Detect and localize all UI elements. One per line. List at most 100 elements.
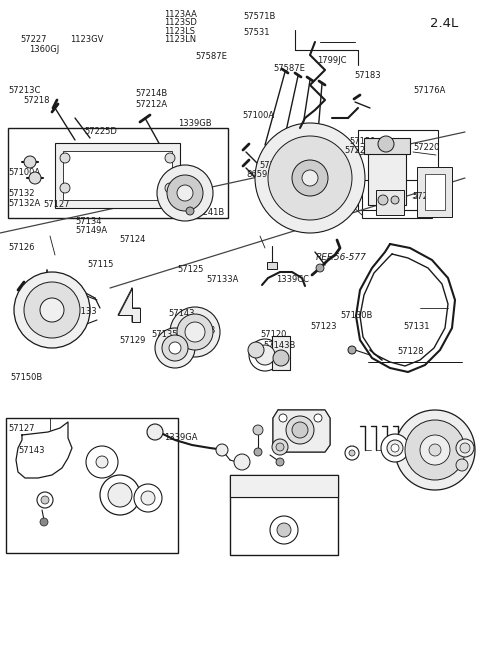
Text: 57128: 57128 — [397, 346, 424, 356]
Circle shape — [456, 439, 474, 457]
Bar — [425, 174, 445, 210]
Circle shape — [24, 156, 36, 168]
Circle shape — [316, 264, 324, 272]
Circle shape — [216, 444, 228, 456]
Text: 57131: 57131 — [403, 322, 430, 331]
Text: 57218: 57218 — [23, 96, 49, 105]
Text: 57143: 57143 — [168, 309, 194, 318]
Text: 57227: 57227 — [20, 35, 47, 44]
Bar — [368, 150, 406, 205]
Text: 57129: 57129 — [119, 336, 145, 345]
Circle shape — [253, 425, 263, 435]
Text: 57132A: 57132A — [9, 198, 41, 208]
Text: 1123GV: 1123GV — [70, 35, 103, 44]
Text: 1123AA: 1123AA — [164, 10, 197, 19]
Circle shape — [277, 523, 291, 537]
Text: 57133: 57133 — [71, 307, 97, 316]
Circle shape — [86, 446, 118, 478]
Text: 57224A: 57224A — [345, 146, 377, 155]
Text: 57127: 57127 — [9, 424, 35, 433]
Circle shape — [60, 153, 70, 163]
Circle shape — [286, 416, 314, 444]
Circle shape — [147, 424, 163, 440]
Text: 1339GB: 1339GB — [179, 119, 212, 128]
Circle shape — [254, 448, 262, 456]
Circle shape — [391, 444, 399, 452]
Text: 2.4L: 2.4L — [430, 17, 458, 30]
Text: 57100A: 57100A — [242, 111, 275, 120]
Circle shape — [14, 272, 90, 348]
Text: 1123AZ: 1123AZ — [180, 188, 213, 197]
Circle shape — [155, 328, 195, 368]
Circle shape — [177, 314, 213, 350]
Text: 57132: 57132 — [9, 189, 35, 198]
Circle shape — [429, 444, 441, 456]
Circle shape — [314, 414, 322, 422]
Circle shape — [37, 492, 53, 508]
Bar — [63, 151, 172, 200]
Text: 1123LS: 1123LS — [164, 27, 195, 36]
Circle shape — [391, 196, 399, 204]
Text: 1123LN: 1123LN — [164, 35, 196, 45]
Bar — [364, 138, 410, 154]
Circle shape — [248, 342, 264, 358]
Bar — [230, 475, 338, 555]
Text: 57587E: 57587E — [196, 52, 228, 61]
Text: 1339CC: 1339CC — [276, 275, 309, 284]
Circle shape — [270, 516, 298, 544]
Circle shape — [167, 175, 203, 211]
Text: 57265: 57265 — [121, 181, 148, 191]
Text: 1339GA: 1339GA — [164, 433, 198, 442]
Text: 57123: 57123 — [311, 322, 337, 331]
Bar — [272, 336, 290, 370]
Circle shape — [234, 454, 250, 470]
Text: 57130B: 57130B — [341, 311, 373, 320]
Circle shape — [96, 456, 108, 468]
Circle shape — [100, 475, 140, 515]
Circle shape — [276, 458, 284, 466]
Text: 57220: 57220 — [414, 143, 440, 152]
Text: 57246: 57246 — [259, 160, 286, 170]
Text: 57127: 57127 — [43, 200, 70, 209]
Bar — [6, 418, 178, 553]
Circle shape — [177, 185, 193, 201]
Circle shape — [40, 298, 64, 322]
Text: 1799JC: 1799JC — [317, 56, 346, 66]
Text: 57159: 57159 — [349, 137, 376, 146]
Text: 57143: 57143 — [18, 446, 45, 455]
Text: REF.56-577: REF.56-577 — [316, 253, 367, 262]
Bar — [55, 143, 180, 208]
Circle shape — [162, 335, 188, 361]
Text: 57571B: 57571B — [244, 12, 276, 21]
Text: 57531: 57531 — [244, 28, 270, 37]
Polygon shape — [118, 288, 140, 322]
Circle shape — [279, 414, 287, 422]
Circle shape — [185, 322, 205, 342]
Text: 57176A: 57176A — [414, 86, 446, 95]
Circle shape — [378, 136, 394, 152]
Circle shape — [255, 123, 365, 233]
Circle shape — [186, 207, 194, 215]
Text: 57212A: 57212A — [135, 100, 168, 109]
Text: 57148B: 57148B — [183, 326, 216, 335]
Circle shape — [292, 422, 308, 438]
Text: 1360GJ: 1360GJ — [29, 45, 59, 54]
Circle shape — [456, 459, 468, 471]
Circle shape — [165, 183, 175, 193]
Circle shape — [60, 183, 70, 193]
Circle shape — [302, 170, 318, 186]
Circle shape — [345, 446, 359, 460]
Circle shape — [40, 518, 48, 526]
Bar — [376, 190, 404, 215]
Circle shape — [395, 410, 475, 490]
Polygon shape — [273, 410, 330, 452]
Bar — [267, 262, 277, 269]
Circle shape — [255, 345, 275, 365]
Circle shape — [170, 307, 220, 357]
Circle shape — [157, 165, 213, 221]
Circle shape — [378, 195, 388, 205]
Bar — [362, 180, 432, 218]
Text: 57213C: 57213C — [9, 86, 41, 95]
Text: 57231: 57231 — [413, 192, 439, 201]
Circle shape — [169, 342, 181, 354]
